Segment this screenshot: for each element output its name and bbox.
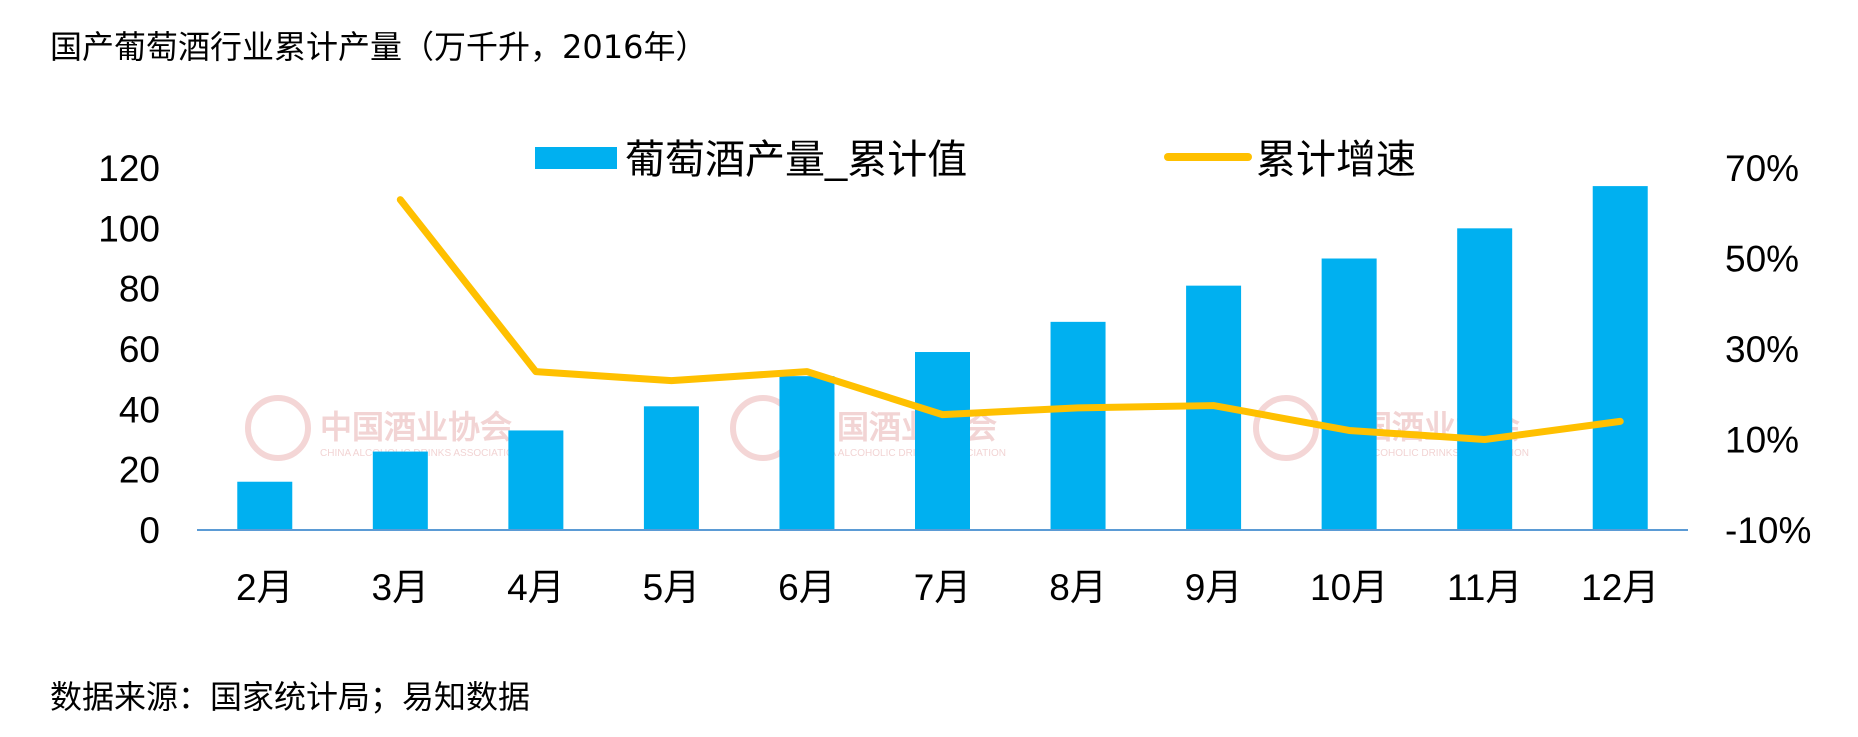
bar-5月	[643, 406, 699, 530]
left-tick-label: 40	[119, 389, 160, 430]
x-tick-label: 6月	[778, 567, 836, 608]
chart-title: 国产葡萄酒行业累计产量（万千升，2016年）	[50, 28, 708, 66]
left-tick-label: 0	[139, 510, 160, 551]
left-tick-label: 80	[119, 269, 160, 310]
legend: 葡萄酒产量_累计值 累计增速	[535, 138, 1416, 182]
right-axis-tick-labels: -10% 10% 30% 50% 70%	[1725, 148, 1811, 551]
x-tick-label: 12月	[1581, 567, 1659, 608]
bar-2月	[237, 481, 293, 530]
x-tick-label: 5月	[643, 567, 701, 608]
right-tick-label: 50%	[1725, 239, 1799, 280]
left-tick-label: 100	[98, 208, 160, 249]
left-tick-label: 20	[119, 450, 160, 491]
watermark-text-en: CHINA ALCOHOLIC DRINKS ASSOCIATION	[805, 448, 1006, 459]
x-axis-tick-labels: 2月 3月 4月 5月 6月 7月 8月 9月 10月 11月 12月	[236, 567, 1659, 608]
bar-6月	[779, 376, 835, 530]
left-tick-label: 120	[98, 148, 160, 189]
x-tick-label: 4月	[507, 567, 565, 608]
x-tick-label: 7月	[914, 567, 972, 608]
legend-bar-swatch	[535, 147, 617, 169]
bar-11月	[1457, 228, 1513, 531]
left-axis-tick-labels: 0 20 40 60 80 100 120	[98, 148, 160, 551]
watermark-text-cn: 中国酒业协会	[320, 409, 512, 445]
legend-bar-label: 葡萄酒产量_累计值	[625, 138, 967, 182]
bar-10月	[1321, 258, 1377, 530]
right-tick-label: -10%	[1725, 510, 1811, 551]
x-tick-label: 11月	[1447, 567, 1522, 608]
bar-7月	[915, 352, 970, 530]
watermark-logo-icon	[245, 395, 311, 461]
x-tick-label: 2月	[236, 567, 294, 608]
x-tick-label: 8月	[1049, 567, 1107, 608]
watermark-logo-icon	[1253, 395, 1319, 461]
bar-series	[237, 186, 1648, 531]
x-tick-label: 3月	[372, 567, 430, 608]
source-note: 数据来源：国家统计局；易知数据	[50, 678, 531, 716]
bar-12月	[1592, 186, 1648, 530]
watermark-text-en: CHINA ALCOHOLIC DRINKS ASSOCIATION	[1328, 448, 1529, 459]
right-tick-label: 70%	[1725, 148, 1799, 189]
bar-8月	[1050, 321, 1106, 530]
right-tick-label: 10%	[1725, 420, 1799, 461]
bar-3月	[372, 451, 428, 530]
left-tick-label: 60	[119, 329, 160, 370]
growth-line	[396, 196, 1624, 443]
x-tick-label: 10月	[1310, 567, 1388, 608]
right-tick-label: 30%	[1725, 329, 1799, 370]
bar-4月	[508, 430, 564, 530]
x-tick-label: 9月	[1185, 567, 1243, 608]
legend-line-label: 累计增速	[1256, 138, 1416, 182]
